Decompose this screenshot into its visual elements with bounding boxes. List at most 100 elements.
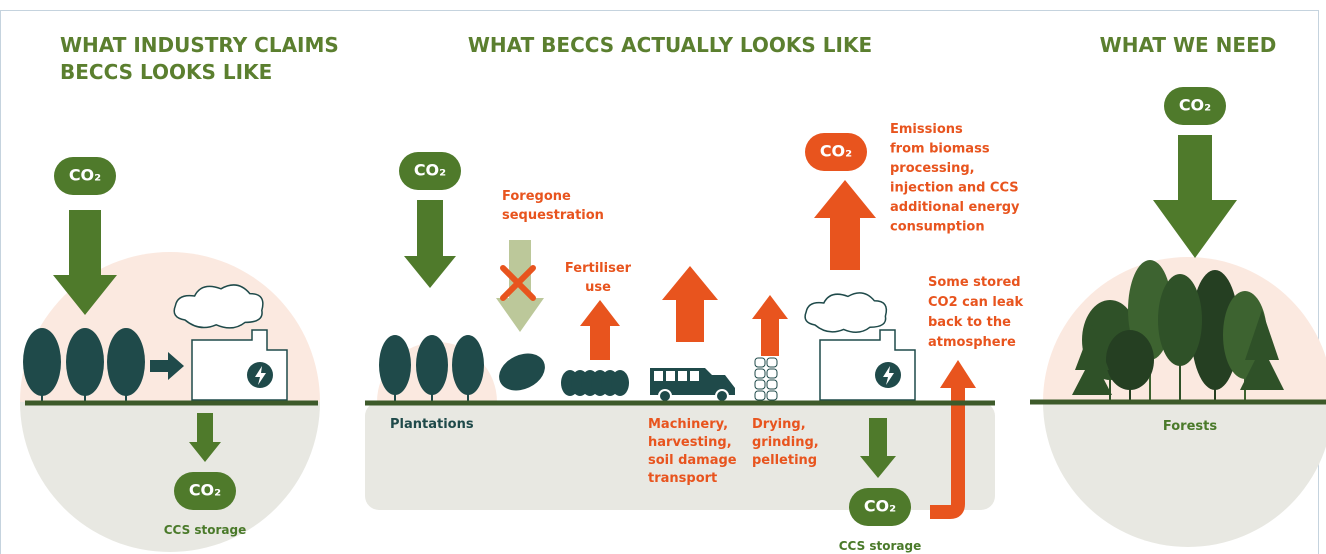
tree xyxy=(452,335,484,395)
co2-pill xyxy=(849,488,911,526)
co2-pill xyxy=(174,472,236,510)
tree xyxy=(107,328,145,396)
line: injection and CCS xyxy=(890,181,1019,196)
co2-pill xyxy=(805,133,867,171)
bolt xyxy=(255,366,266,385)
pellet xyxy=(754,357,766,368)
line: back to the xyxy=(928,315,1011,330)
line: pelleting xyxy=(752,453,817,468)
biomass xyxy=(499,353,545,391)
bolt xyxy=(883,366,894,385)
storage-label: CCS storage xyxy=(164,523,247,537)
forests-label: Forests xyxy=(1163,419,1217,434)
cargo xyxy=(666,371,675,381)
pellet xyxy=(766,379,778,390)
tree xyxy=(66,328,104,396)
title-line: WHAT BECCS ACTUALLY LOOKS LIKE xyxy=(468,33,872,57)
line: soil damage xyxy=(648,453,737,468)
plantations-label: Plantations xyxy=(390,417,474,432)
ground-circle xyxy=(1043,402,1326,547)
co2-pill xyxy=(1164,87,1226,125)
arrow xyxy=(1153,135,1237,258)
arrow xyxy=(580,300,620,360)
ground-band xyxy=(365,402,995,510)
conifer xyxy=(1072,325,1112,395)
co2-label: CO₂ xyxy=(189,481,221,500)
frame xyxy=(0,10,1319,554)
tree xyxy=(379,335,411,395)
arrow xyxy=(860,418,896,478)
arrow xyxy=(814,180,876,270)
pellet xyxy=(766,368,778,379)
factory xyxy=(819,329,916,401)
arrow xyxy=(53,210,117,315)
title-line: WHAT WE NEED xyxy=(1100,33,1277,57)
co2-label: CO₂ xyxy=(864,497,896,516)
tree xyxy=(416,335,448,395)
line: Fertiliser xyxy=(565,261,632,276)
cargo xyxy=(654,371,663,381)
foregone-label: Foregone sequestration xyxy=(502,189,604,223)
line: Foregone xyxy=(502,189,571,204)
panel-title: WHAT WE NEED xyxy=(1100,33,1277,57)
panel-title: WHAT BECCS ACTUALLY LOOKS LIKE xyxy=(468,33,872,57)
title-line: WHAT INDUSTRY CLAIMS xyxy=(60,33,339,57)
line: consumption xyxy=(890,220,985,235)
line: harvesting, xyxy=(648,435,732,450)
line: sequestration xyxy=(502,208,604,223)
arrow xyxy=(150,352,184,380)
tree xyxy=(1106,330,1154,390)
conifer xyxy=(1240,310,1284,390)
co2-label: CO₂ xyxy=(414,161,446,180)
line: from biomass xyxy=(890,142,990,157)
arrow xyxy=(404,200,456,288)
co2-pill xyxy=(54,157,116,195)
ground-circle xyxy=(20,402,320,552)
arrow xyxy=(752,295,788,356)
line: additional energy xyxy=(890,200,1020,215)
cloud xyxy=(173,284,264,329)
cargo xyxy=(678,371,687,381)
panel-title: WHAT INDUSTRY CLAIMS BECCS LOOKS LIKE xyxy=(60,33,339,84)
bale xyxy=(611,370,629,396)
pellet xyxy=(766,357,778,368)
pellet xyxy=(754,379,766,390)
pellet xyxy=(754,368,766,379)
co2-label: CO₂ xyxy=(69,166,101,185)
arrow-head xyxy=(940,360,976,388)
co2-label: CO₂ xyxy=(1179,96,1211,115)
leak-arrow xyxy=(930,385,965,519)
line: use xyxy=(585,280,611,295)
co2-pill xyxy=(399,152,461,190)
line: processing, xyxy=(890,161,975,176)
leak-label: Some stored CO2 can leak back to the atmosp… xyxy=(928,275,1023,350)
drying-label: Drying, grinding, pelleting xyxy=(752,417,819,468)
line: atmosphere xyxy=(928,335,1016,350)
pellet xyxy=(766,390,778,401)
line: transport xyxy=(648,471,717,486)
line: grinding, xyxy=(752,435,819,450)
arrow xyxy=(189,413,221,462)
shapes xyxy=(23,87,1284,526)
cloud xyxy=(804,292,888,333)
line: Drying, xyxy=(752,417,806,432)
pellet xyxy=(754,390,766,401)
storage-label: CCS storage xyxy=(839,539,922,553)
line: Machinery, xyxy=(648,417,728,432)
line: Some stored xyxy=(928,275,1021,290)
emissions-label: Emissions from biomass processing, injectio… xyxy=(890,122,1020,235)
line: Emissions xyxy=(890,122,963,137)
tree xyxy=(1158,274,1202,366)
wheel xyxy=(658,389,672,403)
machinery-label: Machinery, harvesting, soil damage transpor… xyxy=(648,417,737,486)
tree xyxy=(23,328,61,396)
line: CO2 can leak xyxy=(928,295,1023,310)
title-line: BECCS LOOKS LIKE xyxy=(60,60,272,84)
arrow xyxy=(662,266,718,342)
cargo xyxy=(690,371,699,381)
cross xyxy=(500,265,536,301)
fertiliser-label: Fertiliser use xyxy=(565,261,632,295)
wheel xyxy=(715,389,729,403)
co2-label: CO₂ xyxy=(820,142,852,161)
